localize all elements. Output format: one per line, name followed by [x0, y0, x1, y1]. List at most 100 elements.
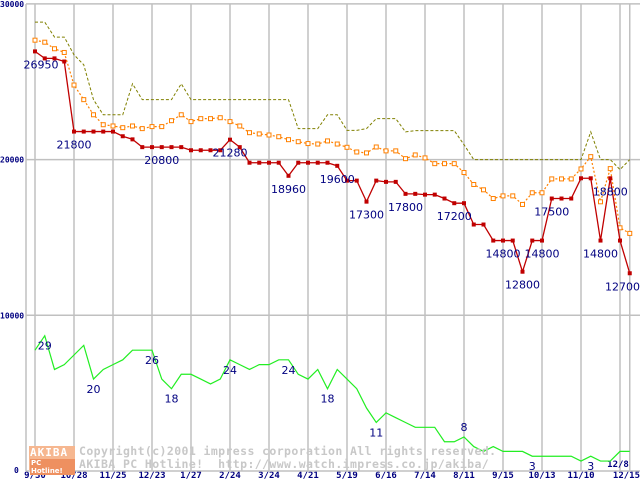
x-tick-label: 4/21: [297, 471, 319, 480]
series-avg-point: [578, 166, 584, 172]
series-min-point: [345, 178, 349, 183]
data-label-count: 29: [38, 340, 52, 353]
series-avg-point: [32, 37, 38, 43]
series-avg-point: [110, 123, 116, 129]
series-min-point: [257, 160, 262, 165]
x-tick-label: 10/13: [528, 471, 555, 480]
data-label-min: 20800: [144, 154, 179, 167]
series-avg-point: [130, 123, 135, 129]
series-min-point: [130, 137, 135, 142]
series-avg-point: [149, 124, 155, 130]
series-avg-point: [217, 115, 223, 121]
series-avg-point: [451, 161, 457, 167]
series-min-point: [393, 179, 398, 184]
series-min-point: [598, 238, 603, 243]
series-avg-point: [139, 126, 145, 132]
series-min-point: [559, 196, 564, 201]
x-tick-label: 9/15: [492, 471, 514, 480]
series-avg-point: [364, 150, 369, 156]
series-min-point: [423, 192, 427, 197]
series-avg-line: [34, 39, 631, 234]
series-min-point: [540, 238, 544, 243]
series-avg-point: [295, 139, 301, 145]
series-min-point: [198, 148, 203, 153]
data-label-count: 3: [529, 460, 536, 473]
series-avg-point: [607, 166, 613, 172]
series-min-point: [354, 178, 359, 183]
series-min-point: [364, 199, 369, 204]
series-avg-point: [490, 196, 496, 202]
akiba-logo: AKIBA PC Hotline!: [29, 446, 75, 475]
series-avg-point: [276, 134, 282, 140]
y-tick-label: 0: [14, 466, 19, 475]
series-min-point: [627, 271, 632, 276]
data-label-count: 26: [145, 354, 159, 367]
data-label-min: 14800: [525, 248, 560, 261]
series-avg-point: [208, 116, 213, 122]
series-count-line: [34, 334, 630, 462]
series-avg-point: [178, 112, 184, 118]
series-avg-point: [237, 123, 243, 129]
series-min-point: [432, 192, 437, 197]
data-label-count: 18: [321, 393, 335, 406]
series-avg-point: [188, 119, 194, 125]
data-label-min: 17200: [437, 210, 472, 223]
series-avg-point: [588, 154, 594, 160]
series-min-point: [237, 145, 242, 150]
series-avg-point: [432, 161, 438, 167]
data-label-count: 18: [165, 393, 179, 406]
series-min-point: [247, 160, 252, 165]
series-min-point: [335, 163, 340, 168]
series-avg-point: [354, 149, 360, 155]
series-avg-point: [539, 190, 545, 196]
series-avg-point: [393, 148, 399, 154]
series-min-point: [384, 179, 388, 184]
y-tick-label: 20000: [0, 156, 24, 165]
series-avg-point: [442, 161, 447, 167]
x-tick-label: 11/25: [99, 471, 126, 480]
series-avg-point: [471, 182, 477, 188]
series-min-point: [608, 176, 613, 181]
data-label-count: 8: [461, 421, 468, 434]
data-label-min: 14800: [583, 248, 618, 261]
series-min-point: [169, 145, 174, 150]
series-avg-point: [198, 116, 204, 122]
data-label-min: 21280: [213, 147, 248, 160]
series-min-point: [296, 160, 301, 165]
series-avg-point: [383, 148, 389, 154]
series-min-point: [140, 145, 145, 150]
series-avg-point: [169, 118, 174, 124]
series-min-point: [413, 191, 418, 196]
x-tick-label: 10/28: [60, 471, 87, 480]
data-label-min: 14800: [486, 248, 521, 261]
series-avg-point: [159, 124, 165, 130]
series-min-point: [315, 160, 320, 165]
series-min-point: [62, 59, 67, 64]
series-avg-point: [71, 82, 77, 88]
series-avg-point: [412, 152, 418, 158]
logo-bottom-text: PC Hotline!: [30, 459, 75, 475]
series-avg-point: [344, 144, 350, 150]
data-label-min: 26950: [24, 58, 59, 71]
data-label-min: 19600: [320, 173, 355, 186]
x-tick-label: 1/27: [180, 471, 202, 480]
data-label-count: 3: [587, 460, 594, 473]
series-min-point: [179, 145, 184, 150]
copyright-watermark: Copyright(c)2001 impress corporation All…: [79, 444, 497, 458]
y-tick-label: 30000: [0, 0, 24, 9]
series-min-point: [150, 145, 154, 150]
series-avg-point: [529, 190, 535, 196]
data-label-min: 17300: [349, 209, 384, 222]
series-min-point: [442, 196, 447, 201]
series-min-point: [481, 222, 486, 227]
series-min-point: [218, 148, 223, 153]
series-avg-point: [559, 176, 564, 182]
series-avg-point: [81, 97, 87, 103]
x-tick-label: 7/14: [414, 471, 436, 480]
series-avg-point: [227, 119, 233, 125]
series-min-point: [72, 129, 76, 134]
series-avg-point: [461, 170, 467, 176]
series-avg-point: [598, 199, 603, 205]
url-watermark: AKIBA PC Hotline! http://www.watch.impre…: [79, 457, 490, 471]
